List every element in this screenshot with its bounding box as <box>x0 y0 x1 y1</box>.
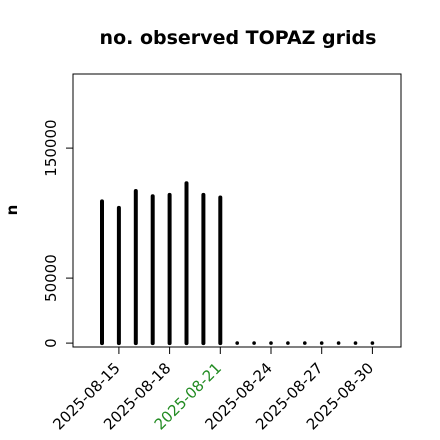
bar-zero-point <box>303 341 307 345</box>
bar-zero-point <box>252 341 256 345</box>
bar-zero-point <box>319 341 324 345</box>
y-tick-label: 0 <box>42 338 60 348</box>
y-tick-label: 150000 <box>42 119 60 176</box>
y-axis: 0 50000 150000 <box>42 119 74 348</box>
y-tick-label: 50000 <box>42 254 60 302</box>
bar-zero-point <box>286 341 290 345</box>
bars <box>100 181 375 346</box>
bar-zero-point <box>353 341 358 345</box>
bar-zero-point <box>336 341 341 345</box>
x-axis: 2025-08-152025-08-182025-08-212025-08-24… <box>49 346 377 433</box>
bar-zero-point <box>235 341 239 345</box>
plot-frame <box>72 73 402 348</box>
bar-zero-point <box>370 341 375 345</box>
y-axis-label: n <box>3 205 21 216</box>
bar-zero-point <box>269 341 273 345</box>
chart-title: no. observed TOPAZ grids <box>100 27 377 49</box>
